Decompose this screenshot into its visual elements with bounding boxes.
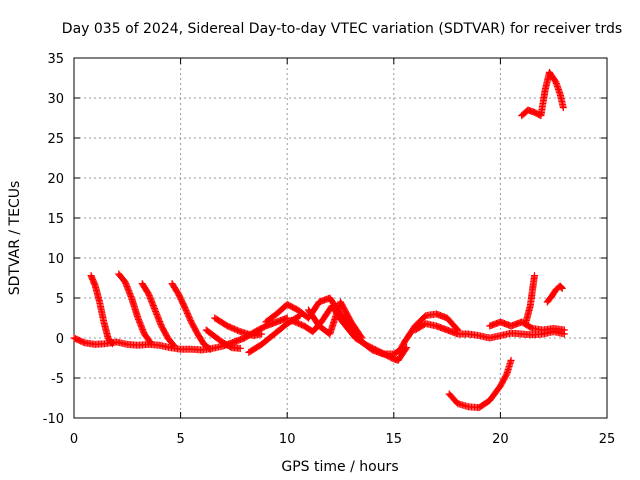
data-point-arc-2 — [146, 338, 154, 346]
x-tick-label: 15 — [386, 432, 403, 447]
x-tick-label: 25 — [599, 432, 616, 447]
y-tick-label: 5 — [56, 292, 64, 307]
y-tick-label: 0 — [56, 332, 64, 347]
data-point-arc-4 — [205, 344, 213, 352]
data-point-midday-b — [403, 344, 411, 352]
data-point-midday-b — [402, 345, 410, 353]
y-tick-label: 25 — [47, 132, 64, 147]
x-axis-label: GPS time / hours — [281, 459, 398, 475]
data-point-arc-2 — [147, 339, 155, 347]
x-tick-label: 10 — [279, 432, 296, 447]
data-point-arc-6 — [258, 330, 266, 338]
y-axis-label: SDTVAR / TECUs — [7, 181, 23, 296]
x-tick-labels: 0 5 10 15 20 25 — [70, 432, 615, 447]
data-point-late-rise — [557, 283, 565, 291]
data-point-late-rise — [558, 284, 566, 292]
data-point-evening-rise — [560, 326, 568, 334]
x-tick-label: 0 — [70, 432, 78, 447]
data-point-high-arc — [559, 104, 567, 112]
y-tick-label: 15 — [47, 212, 64, 227]
y-tick-label: 20 — [47, 172, 64, 187]
y-tick-label: 35 — [47, 52, 64, 67]
y-tick-labels: -10 -5 0 5 10 15 20 25 30 35 — [43, 52, 64, 427]
data-point-arc-3 — [169, 341, 177, 349]
grid-lines — [74, 58, 607, 418]
data-point-negative-arc — [507, 356, 515, 364]
y-tick-label: 10 — [47, 252, 64, 267]
chart-title: Day 035 of 2024, Sidereal Day-to-day VTE… — [62, 21, 622, 37]
y-tick-label: 30 — [47, 92, 64, 107]
data-points — [70, 68, 568, 412]
x-tick-label: 20 — [492, 432, 509, 447]
data-point-late-rise — [558, 284, 566, 292]
plot-frame — [73, 57, 608, 419]
data-point-late-spike — [531, 272, 539, 280]
data-point-midday-c — [357, 333, 365, 341]
data-point-arc-5 — [236, 344, 244, 352]
y-tick-label: -5 — [51, 372, 64, 387]
data-point-midday-c — [358, 334, 366, 342]
data-point-arc-1 — [108, 340, 116, 348]
data-point-arc-3 — [170, 342, 178, 350]
data-point-arc-1 — [108, 338, 116, 346]
y-tick-label: -10 — [43, 412, 64, 427]
x-tick-label: 5 — [176, 432, 184, 447]
data-point-arc-4 — [206, 345, 214, 353]
